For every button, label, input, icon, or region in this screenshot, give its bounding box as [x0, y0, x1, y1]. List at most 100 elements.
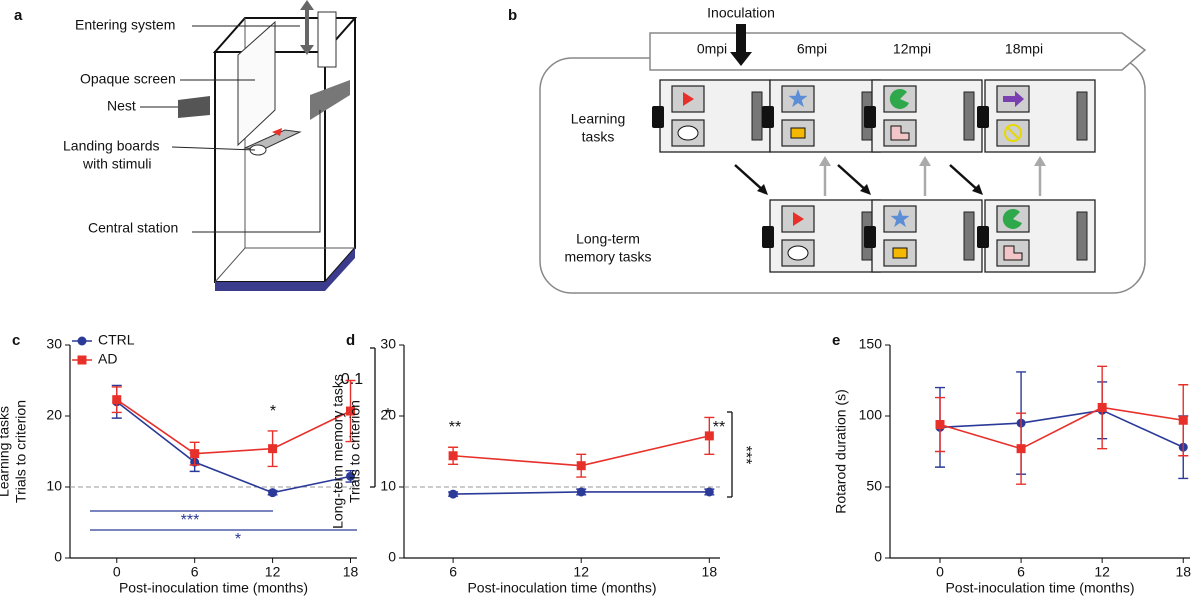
central-station	[310, 80, 350, 120]
stimulus	[1007, 127, 1019, 139]
nest	[178, 96, 210, 118]
panel-label: e	[832, 332, 840, 349]
x-axis-label: Post-inoculation time (months)	[945, 580, 1134, 596]
arrow	[949, 164, 981, 193]
panel-label: d	[346, 332, 355, 349]
series-line	[116, 401, 351, 494]
stimulus	[1003, 91, 1024, 107]
nest	[652, 106, 664, 128]
y-axis-label: Trials to criterion	[13, 400, 29, 503]
nest	[864, 106, 876, 128]
marker	[576, 461, 586, 471]
panel-label: c	[12, 332, 20, 349]
timepoint: 6mpi	[797, 41, 827, 57]
marker	[704, 487, 714, 497]
y-tick-label: 20	[46, 407, 62, 423]
marker	[704, 431, 714, 441]
x-tick-label: 0	[936, 564, 944, 580]
label: Landing boards	[63, 138, 160, 154]
arrow-head	[919, 156, 931, 166]
x-tick-label: 18	[702, 564, 718, 580]
stimulus	[793, 212, 804, 226]
stimulus	[272, 128, 282, 136]
arrow	[837, 164, 869, 193]
station	[963, 91, 975, 141]
x-tick-label: 12	[573, 564, 589, 580]
timepoint: 18mpi	[1005, 41, 1043, 57]
legend-marker	[77, 355, 87, 365]
leader	[171, 146, 256, 151]
marker	[448, 451, 458, 461]
arrow	[730, 24, 752, 66]
stimulus	[889, 88, 909, 109]
leader	[192, 110, 321, 233]
marker	[1097, 402, 1107, 412]
marker	[576, 487, 586, 497]
x-tick-label: 18	[343, 564, 359, 580]
annotation: *	[235, 531, 241, 548]
timepoint: 12mpi	[893, 41, 931, 57]
x-tick-label: 18	[1175, 564, 1191, 580]
y-tick-label: 0	[54, 549, 62, 565]
y-tick-label: 150	[859, 336, 883, 352]
stimulus	[683, 92, 694, 106]
panel-b: b Inoculation 0mpi 6mpi 12mpi 18mpi Lear…	[508, 5, 1147, 294]
inoculation: Inoculation	[707, 5, 775, 21]
stimulus	[788, 89, 808, 108]
legend-marker	[77, 336, 87, 346]
stimulus	[1003, 245, 1023, 261]
y-tick-label: 0	[388, 549, 396, 565]
y-tick-label: 10	[46, 478, 62, 494]
x-tick-label: 6	[449, 564, 457, 580]
station	[751, 91, 763, 141]
y-axis-label: Trials to criterion	[347, 400, 363, 503]
station	[963, 211, 975, 261]
legend-label: AD	[98, 351, 117, 367]
marker	[190, 449, 200, 459]
x-tick-label: 12	[265, 564, 281, 580]
label: Opaque screen	[80, 71, 176, 87]
nest	[762, 106, 774, 128]
stimulus	[677, 125, 699, 141]
y-tick-label: 20	[380, 407, 396, 423]
x-axis-label: Post-inoculation time (months)	[119, 580, 308, 596]
x-tick-label: 12	[1094, 564, 1110, 580]
annotation: **	[449, 419, 461, 436]
x-axis-label: Post-inoculation time (months)	[467, 580, 656, 596]
y-tick-label: 0	[874, 549, 882, 565]
panel-a: a Entering system Opaque screen Nest Lan…	[14, 0, 358, 291]
arrow-head	[1034, 156, 1046, 166]
annotation: **	[713, 419, 725, 436]
arrow-head	[972, 184, 983, 195]
arrow	[300, 0, 314, 55]
cage-base	[215, 248, 355, 291]
stimulus	[1002, 208, 1022, 229]
marker	[346, 406, 356, 416]
row-label: Long-term	[576, 231, 640, 247]
stimulus	[892, 247, 908, 259]
row-label: tasks	[582, 129, 615, 145]
stimulus	[1004, 124, 1022, 142]
y-tick-label: 100	[859, 407, 883, 423]
y-axis-label: Long-term memory tasks	[330, 374, 346, 529]
opaque-screen	[237, 20, 276, 147]
arrow-head	[757, 184, 768, 195]
x-tick-label: 0	[113, 564, 121, 580]
y-tick-label: 30	[46, 336, 62, 352]
x-tick-label: 6	[1017, 564, 1025, 580]
stimulus	[890, 125, 910, 141]
annotation: ***	[181, 512, 200, 529]
series-line	[939, 409, 1184, 448]
y-axis-label: Rotarod duration (s)	[833, 389, 849, 514]
marker	[1016, 444, 1026, 454]
marker	[1178, 415, 1188, 425]
nest	[977, 226, 989, 248]
marker	[112, 395, 122, 405]
marker	[448, 489, 458, 499]
annotation: ***	[737, 446, 754, 465]
label: Central station	[88, 220, 178, 236]
stimulus	[787, 245, 809, 261]
x-tick-label: 6	[191, 564, 199, 580]
marker	[268, 444, 278, 454]
